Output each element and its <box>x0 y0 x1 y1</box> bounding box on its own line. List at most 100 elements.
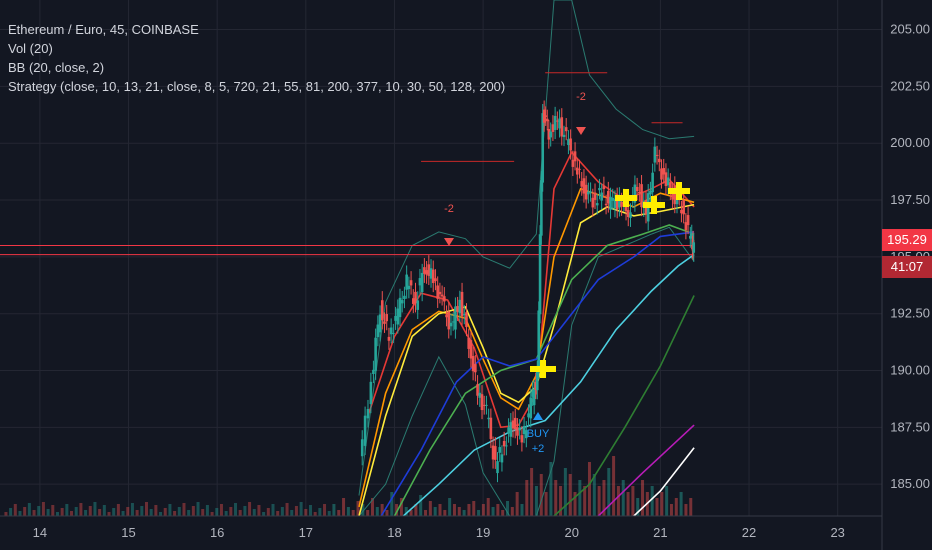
volume-bar <box>144 502 148 516</box>
volume-bar <box>224 511 228 516</box>
candle-body <box>640 184 643 208</box>
candle-body <box>462 314 466 316</box>
volume-bar <box>578 480 582 516</box>
volume-bar <box>51 505 55 516</box>
volume-bar <box>46 509 50 516</box>
candle-body <box>690 233 694 237</box>
sell-signal-label-2: -2 <box>576 91 586 103</box>
candle-body <box>480 394 484 411</box>
volume-bar <box>491 507 495 516</box>
volume-bar <box>346 507 350 516</box>
x-tick-label: 16 <box>210 525 224 540</box>
volume-bar <box>276 511 280 516</box>
moving-average-line <box>358 187 695 508</box>
candle-body <box>675 199 679 205</box>
volume-bar <box>337 510 341 516</box>
volume-bar <box>70 511 74 516</box>
volume-bar <box>266 508 270 516</box>
bollinger-indicator-label[interactable]: BB (20, close, 2) <box>8 60 105 75</box>
candle-body <box>493 446 497 460</box>
candle-body <box>595 203 599 206</box>
x-tick-label: 22 <box>742 525 756 540</box>
candle-body <box>394 315 397 321</box>
volume-bar <box>366 510 370 516</box>
candle-body <box>469 340 473 359</box>
y-tick-label: 205.00 <box>890 22 930 37</box>
candle-body <box>662 168 666 175</box>
volume-bar <box>191 506 195 516</box>
bollinger-upper <box>358 0 695 496</box>
cross-marker-icon <box>643 196 665 214</box>
candle-body <box>615 196 619 210</box>
candle-body <box>482 404 486 406</box>
candle-body <box>535 369 539 391</box>
candle-body <box>411 298 415 304</box>
y-tick-label: 187.50 <box>890 419 930 434</box>
volume-bar <box>159 512 163 516</box>
candle-body <box>657 158 661 163</box>
candle-body <box>440 294 444 297</box>
candle-body <box>460 291 464 317</box>
candle-body <box>527 413 530 418</box>
volume-bar <box>177 507 181 516</box>
candle-body <box>541 113 545 183</box>
candle-body <box>666 177 670 186</box>
candle-body <box>374 337 377 371</box>
volume-bar <box>55 512 59 516</box>
candle-body <box>500 454 504 463</box>
candle-body <box>604 203 608 206</box>
volume-indicator-label[interactable]: Vol (20) <box>8 41 53 56</box>
candle-body <box>454 306 457 330</box>
candle-body <box>525 430 528 439</box>
y-tick-label: 185.00 <box>890 476 930 491</box>
candle-body <box>580 181 584 187</box>
volume-bar <box>616 486 620 516</box>
candle-body <box>403 295 406 300</box>
volume-bar <box>219 504 223 516</box>
candle-body <box>496 461 499 474</box>
volume-bar <box>112 508 116 516</box>
volume-bar <box>356 501 360 516</box>
volume-bar <box>669 504 673 516</box>
strategy-indicator-label[interactable]: Strategy (close, 10, 13, 21, close, 8, 5… <box>8 79 506 94</box>
x-tick-label: 15 <box>121 525 135 540</box>
candle-body <box>467 337 471 349</box>
candle-body <box>547 128 551 140</box>
candle-body <box>429 268 433 279</box>
candle-body <box>549 131 552 138</box>
volume-bar <box>121 511 125 516</box>
volume-bar <box>351 510 355 516</box>
candle-body <box>443 296 446 302</box>
candle-body <box>589 191 592 193</box>
volume-bar <box>399 498 403 516</box>
candle-body <box>387 336 391 341</box>
candle-body <box>502 440 506 447</box>
candle-body <box>389 327 393 335</box>
volume-bar <box>299 502 303 516</box>
candle-body <box>633 184 637 203</box>
moving-average-line <box>393 224 695 517</box>
candle-body <box>378 314 382 333</box>
volume-bar <box>520 504 524 516</box>
volume-bar <box>448 498 452 516</box>
volume-bar <box>257 505 261 516</box>
candle-body <box>682 200 685 215</box>
volume-bar <box>409 510 413 516</box>
volume-bar <box>210 512 214 516</box>
candle-body <box>376 324 380 338</box>
candle-body <box>593 192 597 200</box>
symbol-title[interactable]: Ethereum / Euro, 45, COINBASE <box>8 22 199 37</box>
sell-arrow-icon <box>444 238 454 246</box>
volume-bar <box>510 507 514 516</box>
candle-body <box>505 445 508 447</box>
candle-body <box>626 210 630 218</box>
sell-arrow-icon <box>576 127 586 135</box>
volume-bar <box>187 510 191 516</box>
candle-body <box>556 120 559 122</box>
volume-bar <box>342 498 346 516</box>
cross-marker-icon <box>615 189 637 207</box>
volume-bar <box>215 508 219 516</box>
volume-bar <box>515 492 519 516</box>
